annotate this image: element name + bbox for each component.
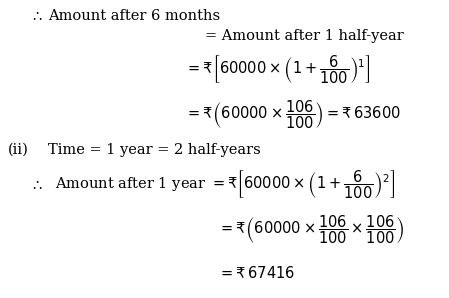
Text: Time = 1 year = 2 half-years: Time = 1 year = 2 half-years xyxy=(48,143,261,157)
Text: Amount after 6 months: Amount after 6 months xyxy=(48,9,220,23)
Text: = Amount after 1 half-year: = Amount after 1 half-year xyxy=(205,29,404,43)
Text: (ii): (ii) xyxy=(8,143,29,157)
Text: $\therefore$: $\therefore$ xyxy=(30,9,43,24)
Text: $= ₹\left(60000 \times \dfrac{106}{100} \times \dfrac{106}{100}\right)$: $= ₹\left(60000 \times \dfrac{106}{100} … xyxy=(218,214,405,246)
Text: $= ₹\, 67416$: $= ₹\, 67416$ xyxy=(218,265,295,281)
Text: $\therefore$: $\therefore$ xyxy=(30,178,43,193)
Text: $= ₹\left(60000 \times \dfrac{106}{100}\right) = ₹\, 63600$: $= ₹\left(60000 \times \dfrac{106}{100}\… xyxy=(185,99,401,131)
Text: Amount after 1 year $= ₹\left[60000 \times \left(1 + \dfrac{6}{100}\right)^{2}\r: Amount after 1 year $= ₹\left[60000 \tim… xyxy=(55,169,395,201)
Text: $= ₹\left[60000 \times \left(1 + \dfrac{6}{100}\right)^{1}\right]$: $= ₹\left[60000 \times \left(1 + \dfrac{… xyxy=(185,54,371,86)
